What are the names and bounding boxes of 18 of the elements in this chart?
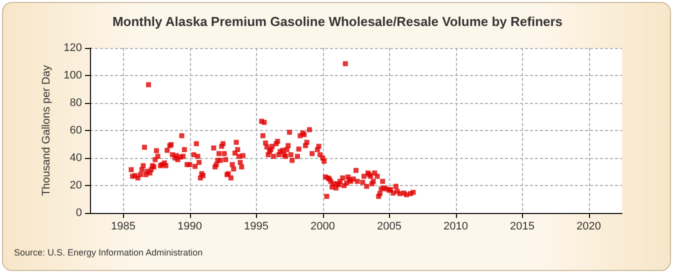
y-tick-label: 80 [70, 97, 82, 109]
y-tick-label: 60 [70, 124, 82, 136]
x-tick-label: 2015 [510, 220, 534, 232]
x-tick-label: 2010 [444, 220, 468, 232]
y-tick-label: 100 [64, 70, 82, 82]
chart-title: Monthly Alaska Premium Gasoline Wholesale/Resale Volume by Refiners [112, 14, 563, 29]
x-tick-label: 1995 [244, 220, 268, 232]
x-tick-label: 2000 [310, 220, 335, 232]
y-axis-title: Thousand Gallons per Day [40, 64, 52, 196]
y-tick-label: 20 [70, 180, 82, 192]
x-tick-label: 1990 [178, 220, 202, 232]
x-tick-label: 2020 [576, 220, 601, 232]
y-tick-label: 120 [64, 42, 82, 54]
x-tick-label: 2005 [377, 220, 402, 232]
x-tick-label: 1985 [111, 220, 136, 232]
source-note: Source: U.S. Energy Information Administration [14, 248, 203, 258]
y-tick-label: 0 [76, 207, 82, 219]
y-tick-label: 40 [70, 152, 82, 164]
